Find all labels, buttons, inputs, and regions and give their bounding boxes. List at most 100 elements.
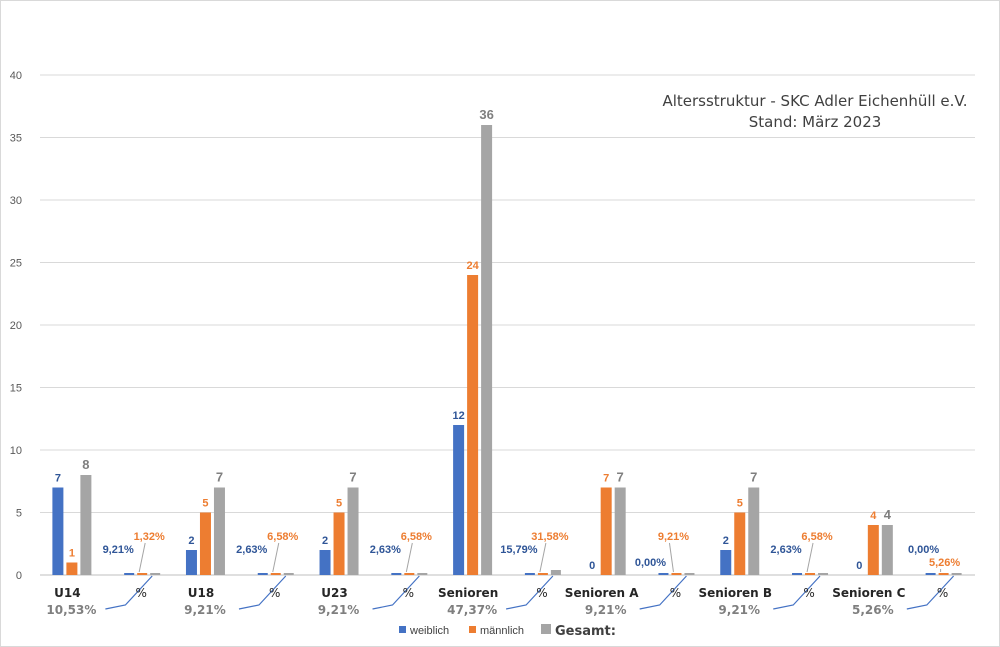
chart-subtitle: Stand: März 2023: [749, 113, 882, 131]
pct-label-maennlich: 31,58%: [531, 531, 569, 543]
pct-bar-gesamt: [818, 573, 829, 575]
pct-label-maennlich: 9,21%: [658, 531, 689, 543]
data-label-weiblich: 2: [723, 535, 729, 547]
pct-bar-maennlich: [537, 573, 548, 575]
pct-label-weiblich: 0,00%: [635, 557, 666, 569]
bar-weiblich: [185, 550, 197, 575]
legend-label-maennlich: männlich: [480, 625, 524, 637]
pct-label-weiblich: 0,00%: [908, 544, 939, 556]
pct-label-weiblich: 2,63%: [370, 544, 401, 556]
bar-gesamt: [614, 487, 626, 575]
pct-leader-line: [105, 575, 153, 610]
pct-bar-gesamt: [283, 573, 294, 575]
data-label-maennlich: 7: [603, 473, 609, 485]
data-label-gesamt: 36: [479, 107, 493, 122]
pct-axis-label: %: [803, 586, 814, 600]
y-tick-label: 5: [16, 508, 22, 520]
pct-axis-label: %: [536, 586, 547, 600]
pct-leader: [668, 542, 674, 573]
category-label: Senioren A: [565, 586, 639, 600]
legend-label-weiblich: weiblich: [409, 625, 449, 637]
bar-gesamt: [748, 487, 760, 575]
data-label-weiblich: 12: [452, 410, 464, 422]
pct-label-maennlich: 6,58%: [801, 531, 832, 543]
pct-leader-line: [906, 575, 955, 610]
bar-maennlich: [734, 512, 746, 575]
data-label-maennlich: 5: [737, 498, 743, 510]
pct-bar-gesamt: [417, 573, 428, 575]
bar-maennlich: [867, 525, 879, 575]
pct-leader-line: [639, 575, 687, 610]
pct-axis-label: %: [403, 586, 414, 600]
pct-bar-weiblich: [257, 573, 268, 575]
bar-maennlich: [199, 512, 211, 575]
bar-gesamt: [881, 525, 893, 575]
category-total-pct: 9,21%: [318, 603, 360, 617]
category-total-pct: 47,37%: [447, 603, 497, 617]
bar-maennlich: [600, 487, 612, 575]
pct-bar-maennlich: [805, 573, 816, 575]
pct-bar-maennlich: [137, 573, 148, 575]
data-label-weiblich: 0: [856, 560, 862, 572]
y-tick-label: 35: [10, 133, 22, 145]
pct-leader: [272, 542, 280, 573]
pct-bar-weiblich: [658, 573, 669, 575]
pct-leader-line: [505, 575, 554, 610]
chart-title: Altersstruktur - SKC Adler Eichenhüll e.…: [662, 92, 967, 110]
y-tick-label: 15: [10, 383, 22, 395]
legend: weiblich männlich Gesamt:: [399, 624, 616, 639]
pct-bar-maennlich: [938, 573, 949, 575]
data-label-weiblich: 2: [322, 535, 328, 547]
data-label-gesamt: 7: [349, 470, 356, 485]
pct-bar-gesamt: [150, 573, 161, 575]
bar-gesamt: [481, 125, 493, 575]
category-label: U14: [54, 586, 80, 600]
pct-bar-maennlich: [671, 573, 682, 575]
y-tick-label: 30: [10, 195, 22, 207]
bar-gesamt: [80, 475, 92, 575]
pct-axis-label: %: [670, 586, 681, 600]
pct-bar-gesamt: [684, 573, 695, 575]
pct-leader: [539, 542, 547, 573]
category-label: Senioren: [438, 586, 498, 600]
bar-gesamt: [347, 487, 359, 575]
y-tick-label: 10: [10, 445, 22, 457]
data-label-maennlich: 1: [69, 548, 75, 560]
pct-leader-line: [372, 575, 420, 610]
legend-label-gesamt: Gesamt:: [555, 624, 616, 639]
bar-maennlich: [333, 512, 345, 575]
data-label-gesamt: 4: [884, 507, 892, 522]
data-label-gesamt: 7: [750, 470, 757, 485]
category-label: U18: [188, 586, 214, 600]
pct-label-weiblich: 2,63%: [236, 544, 267, 556]
category-total-pct: 9,21%: [184, 603, 226, 617]
pct-axis-label: %: [135, 586, 146, 600]
y-tick-label: 40: [10, 70, 22, 82]
pct-bar-weiblich: [925, 573, 936, 575]
pct-leader: [138, 542, 146, 573]
legend-swatch-gesamt: [541, 624, 551, 634]
pct-label-weiblich: 15,79%: [500, 544, 538, 556]
pct-leader: [405, 542, 413, 573]
y-tick-label: 20: [10, 320, 22, 332]
category-total-pct: 5,26%: [852, 603, 894, 617]
pct-label-maennlich: 1,32%: [134, 531, 165, 543]
data-label-gesamt: 7: [617, 470, 624, 485]
pct-label-maennlich: 6,58%: [401, 531, 432, 543]
y-tick-label: 0: [16, 570, 22, 582]
pct-leader-line: [773, 575, 821, 610]
pct-label-weiblich: 2,63%: [770, 544, 801, 556]
data-label-gesamt: 8: [82, 457, 89, 472]
bar-weiblich: [52, 487, 64, 575]
pct-bar-weiblich: [792, 573, 803, 575]
data-label-gesamt: 7: [216, 470, 223, 485]
category-total-pct: 9,21%: [718, 603, 760, 617]
category-total-pct: 10,53%: [46, 603, 96, 617]
pct-axis-label: %: [937, 586, 948, 600]
data-label-maennlich: 24: [466, 260, 479, 272]
pct-label-maennlich: 5,26%: [929, 557, 960, 569]
bar-weiblich: [720, 550, 732, 575]
